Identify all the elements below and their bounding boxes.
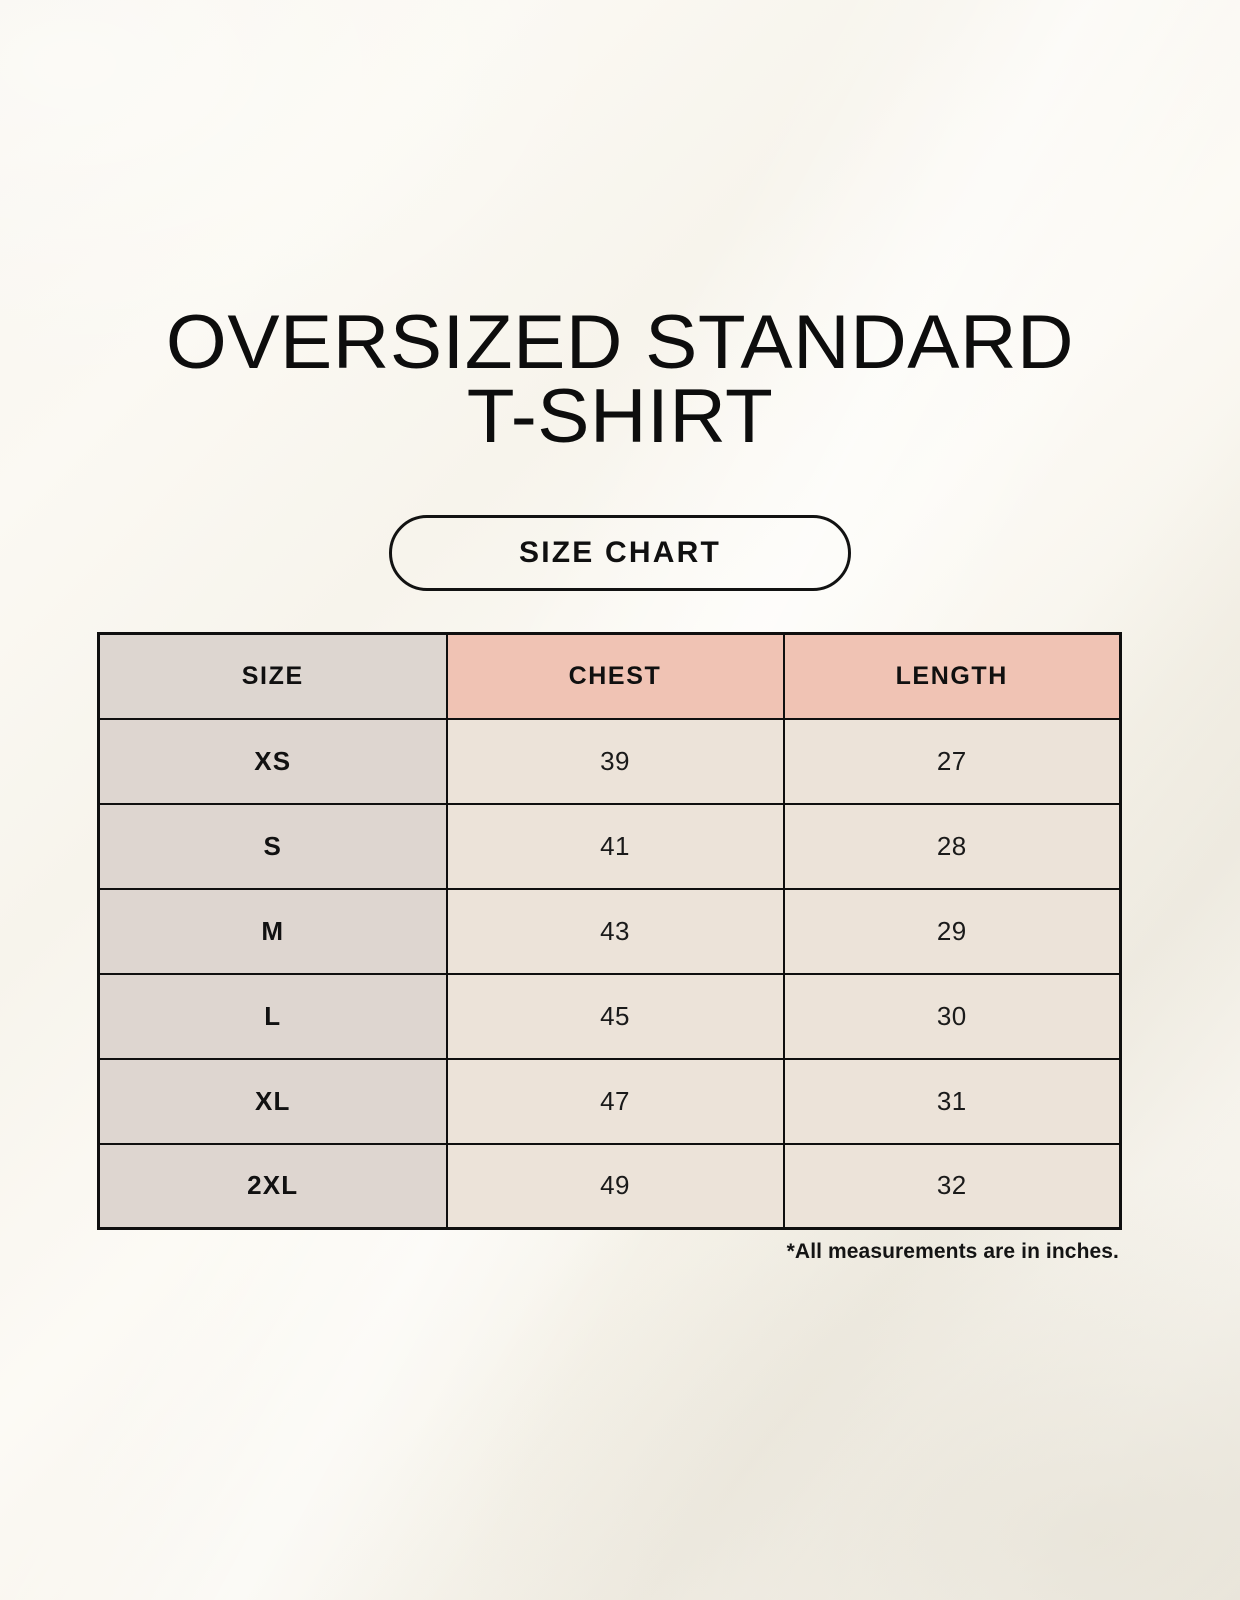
size-chart-badge-wrap: SIZE CHART [0,515,1240,591]
cell-length: 30 [782,972,1122,1060]
cell-length: 28 [782,802,1122,890]
table-row: XS 39 27 [97,717,1122,805]
cell-length: 27 [782,717,1122,805]
cell-size: L [97,972,448,1060]
size-chart-badge: SIZE CHART [389,515,851,591]
cell-chest: 47 [445,1057,785,1145]
cell-chest: 49 [445,1142,785,1230]
cell-chest: 43 [445,887,785,975]
page-title: OVERSIZED STANDARD T-SHIRT [0,300,1240,459]
cell-size: XL [97,1057,448,1145]
size-table-body: XS 39 27 S 41 28 M 43 29 L 45 30 [97,717,1122,1230]
cell-chest: 39 [445,717,785,805]
table-row: M 43 29 [97,887,1122,975]
product-title: OVERSIZED STANDARD T-SHIRT [0,300,1240,459]
size-table: SIZE CHEST LENGTH XS 39 27 S 41 28 M [97,632,1122,1230]
cell-chest: 45 [445,972,785,1060]
column-header-size: SIZE [97,632,448,720]
column-header-length: LENGTH [782,632,1122,720]
cell-size: XS [97,717,448,805]
cell-length: 31 [782,1057,1122,1145]
cell-chest: 41 [445,802,785,890]
table-row: XL 47 31 [97,1057,1122,1145]
table-row: 2XL 49 32 [97,1142,1122,1230]
size-table-wrap: SIZE CHEST LENGTH XS 39 27 S 41 28 M [97,632,1122,1230]
cell-size: M [97,887,448,975]
size-chart-badge-label: SIZE CHART [519,536,721,569]
product-title-line-1: OVERSIZED STANDARD [165,300,1075,385]
product-title-line-2: T-SHIRT [466,374,774,459]
table-row: S 41 28 [97,802,1122,890]
cell-size: S [97,802,448,890]
size-table-head: SIZE CHEST LENGTH [97,632,1122,720]
cell-size: 2XL [97,1142,448,1230]
column-header-chest: CHEST [445,632,785,720]
measurements-footnote: *All measurements are in inches. [786,1240,1119,1263]
table-header-row: SIZE CHEST LENGTH [97,632,1122,720]
cell-length: 32 [782,1142,1122,1230]
table-row: L 45 30 [97,972,1122,1060]
cell-length: 29 [782,887,1122,975]
